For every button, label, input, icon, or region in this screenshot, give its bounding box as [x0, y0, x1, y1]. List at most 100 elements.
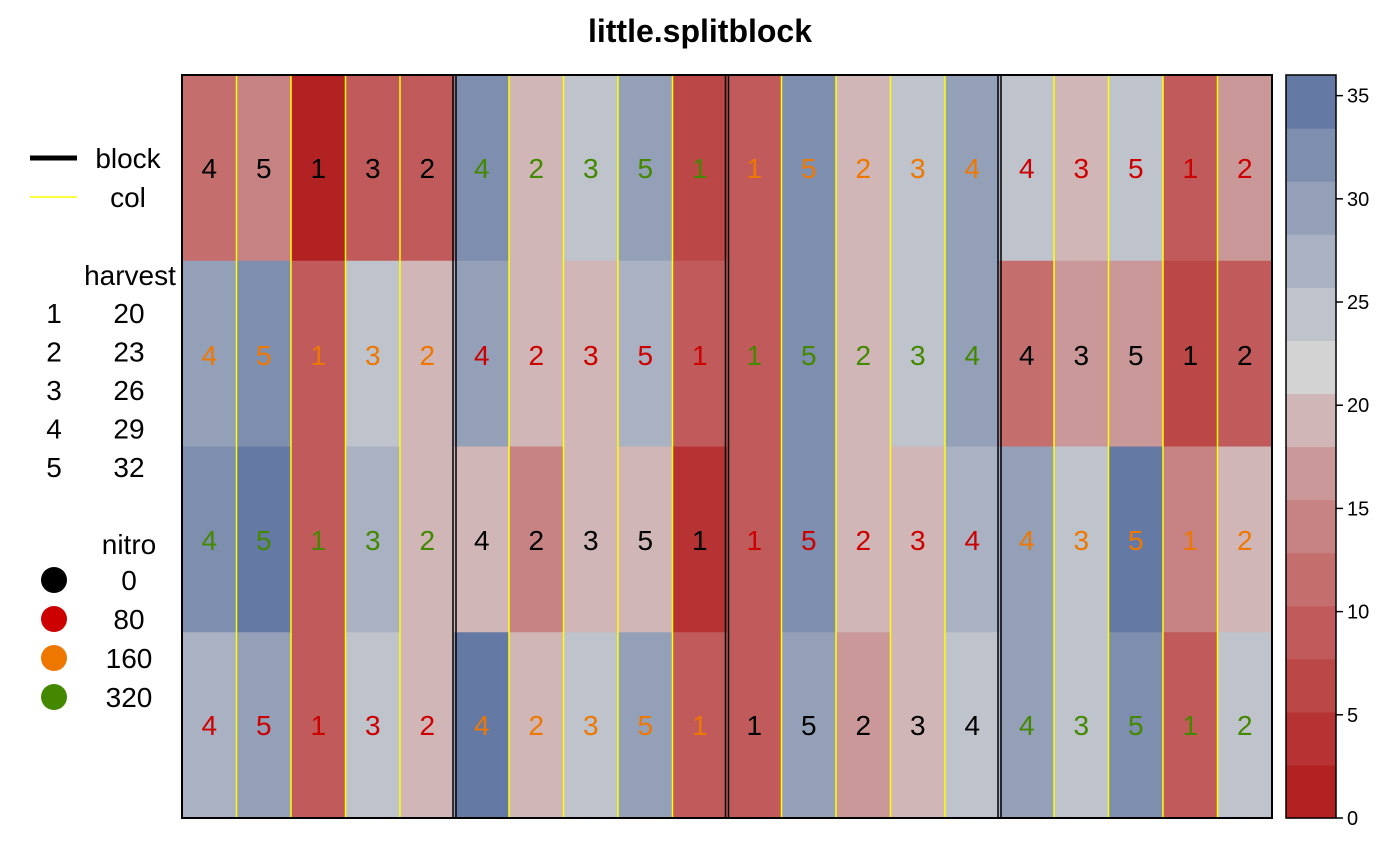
heatmap-cell [1108, 446, 1164, 633]
heatmap-cell [563, 260, 619, 448]
heatmap-cell [291, 632, 347, 819]
heatmap-cell [236, 75, 292, 262]
heatmap-cell [1108, 632, 1164, 819]
heatmap-cell [672, 260, 728, 448]
heatmap-cell [890, 260, 946, 448]
heatmap-cell [563, 632, 619, 819]
cell-label: 5 [256, 525, 272, 556]
colorbar-swatch [1286, 75, 1336, 129]
colorbar-swatch [1286, 499, 1336, 554]
cell-label: 5 [1128, 525, 1144, 556]
heatmap-cell [509, 446, 565, 633]
heatmap-cell [236, 446, 292, 633]
harvest-key: 3 [46, 375, 62, 406]
cell-label: 5 [637, 340, 653, 371]
legend: block col harvest 1 20 2 23 3 26 4 29 5 32 nitro 0 80 16… [30, 143, 176, 713]
heatmap-cell [563, 446, 619, 633]
heatmap-cell [345, 446, 401, 633]
harvest-key: 5 [46, 452, 62, 483]
heatmap-cell [781, 75, 837, 262]
cell-label: 4 [474, 340, 490, 371]
heatmap-cell [454, 446, 510, 633]
colorbar-tick-label: 25 [1347, 292, 1369, 314]
heatmap-cell [618, 446, 674, 633]
cell-label: 1 [746, 153, 762, 184]
heatmap-cell [727, 260, 783, 448]
colorbar-tick-label: 30 [1347, 189, 1369, 211]
cell-label: 3 [365, 340, 381, 371]
heatmap-cell [400, 75, 456, 262]
cell-label: 2 [528, 525, 544, 556]
heatmap-cell [999, 632, 1055, 819]
heatmap-cell [781, 260, 837, 448]
harvest-value: 32 [113, 452, 144, 483]
heatmap-cell [345, 632, 401, 819]
heatmap-cell [291, 75, 347, 262]
heatmap-cell [1217, 632, 1273, 819]
legend-label-block: block [95, 143, 161, 174]
heatmap-cell [1217, 75, 1273, 262]
heatmap-cell [618, 260, 674, 448]
cell-label: 2 [528, 710, 544, 741]
cell-label: 1 [746, 525, 762, 556]
cell-label: 4 [201, 153, 217, 184]
heatmap-cell [1163, 632, 1219, 819]
colorbar-swatch [1286, 552, 1336, 607]
cell-label: 5 [256, 710, 272, 741]
plot-border [181, 74, 1273, 819]
heatmap-cell [345, 260, 401, 448]
heatmap-cell [454, 260, 510, 448]
cell-label: 1 [310, 525, 326, 556]
cell-label: 5 [801, 153, 817, 184]
cell-label: 4 [201, 340, 217, 371]
heatmap-cell [182, 632, 238, 819]
heatmap-cell [945, 260, 1001, 448]
cell-label: 3 [583, 525, 599, 556]
cell-label: 1 [310, 153, 326, 184]
nitro-label: 160 [106, 643, 153, 674]
colorbar-tick-label: 20 [1347, 395, 1369, 417]
cell-label: 3 [910, 710, 926, 741]
cell-label: 4 [964, 525, 980, 556]
colorbar-swatch [1286, 446, 1336, 501]
heatmap-cell [345, 75, 401, 262]
heatmap-cell [1054, 446, 1110, 633]
cell-label: 4 [201, 710, 217, 741]
cell-label: 5 [801, 710, 817, 741]
cell-label: 5 [1128, 710, 1144, 741]
harvest-value: 20 [113, 298, 144, 329]
cell-label: 3 [583, 340, 599, 371]
heatmap-cell [1054, 75, 1110, 262]
heatmap-cell [890, 446, 946, 633]
heatmap-cell [400, 260, 456, 448]
heatmap-cell [1108, 75, 1164, 262]
cell-label: 1 [1182, 525, 1198, 556]
cell-label: 2 [419, 340, 435, 371]
cell-label: 2 [419, 525, 435, 556]
cell-label: 3 [583, 153, 599, 184]
colorbar-swatch [1286, 181, 1336, 235]
heatmap-cell [672, 446, 728, 633]
heatmap-cell [781, 446, 837, 633]
cell-label: 4 [201, 525, 217, 556]
cell-label: 2 [855, 340, 871, 371]
cell-label: 2 [855, 153, 871, 184]
heatmap-cell [999, 446, 1055, 633]
cell-label: 2 [528, 153, 544, 184]
nitro-label: 0 [121, 565, 137, 596]
heatmap-cell [509, 75, 565, 262]
cell-label: 2 [1237, 153, 1253, 184]
heatmap-cell [1163, 446, 1219, 633]
colorbar-tick-label: 5 [1347, 705, 1358, 727]
cell-label: 3 [365, 525, 381, 556]
cell-label: 4 [1019, 340, 1035, 371]
colorbar-swatch [1286, 128, 1336, 182]
cell-label: 4 [1019, 525, 1035, 556]
heatmap-cell [236, 260, 292, 448]
cell-label: 3 [910, 153, 926, 184]
heatmap-cell [454, 632, 510, 819]
cell-label: 5 [637, 710, 653, 741]
colorbar-swatch [1286, 658, 1336, 713]
cell-label: 4 [1019, 153, 1035, 184]
